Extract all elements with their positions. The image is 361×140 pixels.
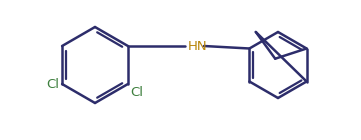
Text: Cl: Cl — [130, 86, 143, 99]
Text: HN: HN — [188, 39, 208, 52]
Text: Cl: Cl — [46, 78, 59, 90]
